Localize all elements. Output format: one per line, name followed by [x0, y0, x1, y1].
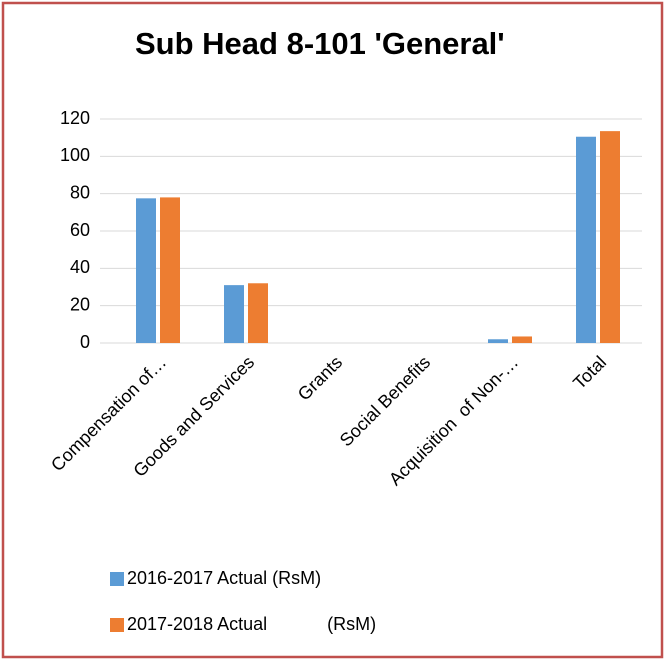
- bar: [136, 198, 156, 343]
- bar: [248, 283, 268, 343]
- bar: [160, 197, 180, 343]
- y-tick-label: 0: [80, 332, 90, 352]
- y-tick-label: 100: [60, 145, 90, 165]
- bar: [576, 136, 596, 343]
- y-tick-label: 80: [70, 182, 90, 202]
- bar: [512, 336, 532, 343]
- y-tick-label: 60: [70, 220, 90, 240]
- legend-label: 2017-2018 Actual (RsM): [127, 614, 376, 634]
- bar: [488, 339, 508, 343]
- legend-label: 2016-2017 Actual (RsM): [127, 568, 321, 588]
- y-tick-label: 120: [60, 108, 90, 128]
- y-tick-label: 40: [70, 257, 90, 277]
- bar: [600, 131, 620, 343]
- bar: [224, 285, 244, 343]
- legend-swatch: [110, 572, 124, 586]
- legend-swatch: [110, 618, 124, 632]
- y-tick-label: 20: [70, 294, 90, 314]
- chart-title: Sub Head 8-101 'General': [135, 26, 505, 61]
